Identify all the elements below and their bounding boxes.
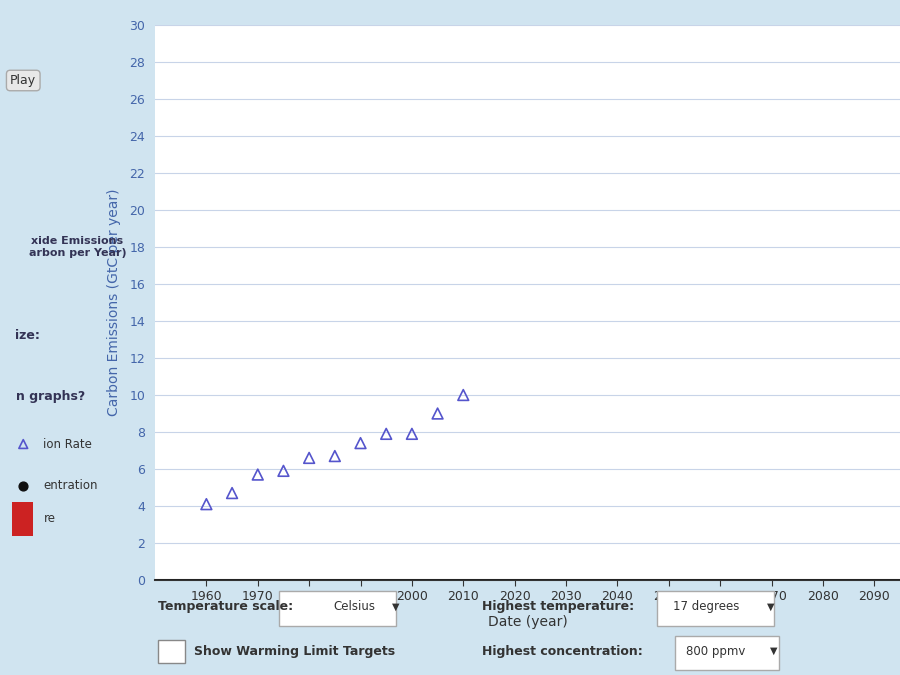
Text: Show Warming Limit Targets: Show Warming Limit Targets (194, 645, 394, 657)
Text: Play: Play (10, 74, 36, 87)
Point (225, 487, 239, 498)
Text: n graphs?: n graphs? (15, 390, 85, 404)
X-axis label: Date (year): Date (year) (488, 614, 567, 628)
Text: ▼: ▼ (392, 601, 399, 612)
Point (456, 389, 471, 400)
Text: Celsius: Celsius (333, 600, 375, 613)
Text: Temperature scale:: Temperature scale: (158, 600, 292, 613)
Text: re: re (43, 512, 56, 525)
Text: ▼: ▼ (767, 601, 774, 612)
FancyBboxPatch shape (158, 640, 184, 663)
Y-axis label: Carbon Emissions (GtC per year): Carbon Emissions (GtC per year) (107, 189, 122, 416)
FancyBboxPatch shape (657, 591, 774, 626)
Text: xide Emissions
arbon per Year): xide Emissions arbon per Year) (29, 236, 126, 258)
Point (276, 466, 291, 477)
Point (199, 499, 213, 510)
Point (302, 452, 316, 463)
Point (430, 408, 445, 419)
Point (250, 469, 265, 480)
Bar (13, 502, 32, 535)
Point (328, 451, 342, 462)
Point (354, 437, 368, 448)
Text: Highest temperature:: Highest temperature: (482, 600, 634, 613)
FancyBboxPatch shape (279, 591, 396, 626)
Text: entration: entration (43, 479, 98, 492)
Point (405, 429, 419, 439)
Text: 17 degrees: 17 degrees (673, 600, 740, 613)
Point (379, 429, 393, 439)
Text: ion Rate: ion Rate (43, 437, 93, 450)
Text: ize:: ize: (15, 329, 40, 342)
FancyBboxPatch shape (675, 636, 778, 670)
Text: ▼: ▼ (770, 646, 777, 656)
Text: Highest concentration:: Highest concentration: (482, 645, 643, 657)
Text: 800 ppmv: 800 ppmv (686, 645, 745, 657)
